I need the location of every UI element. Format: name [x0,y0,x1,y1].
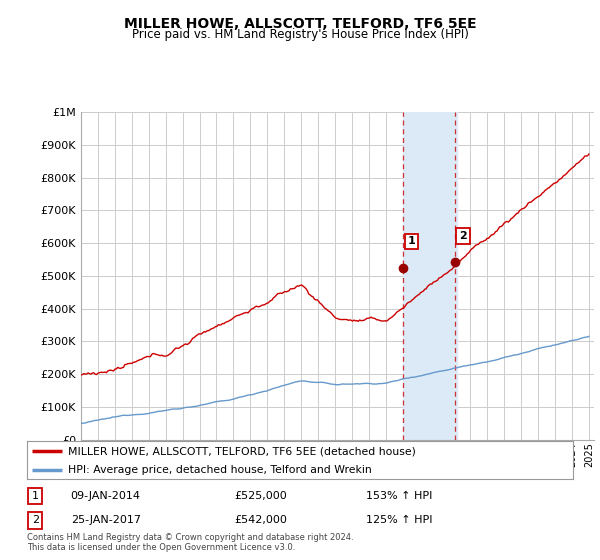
Text: MILLER HOWE, ALLSCOTT, TELFORD, TF6 5EE (detached house): MILLER HOWE, ALLSCOTT, TELFORD, TF6 5EE … [68,446,416,456]
Text: 1: 1 [32,491,38,501]
Text: 09-JAN-2014: 09-JAN-2014 [71,491,140,501]
Text: Price paid vs. HM Land Registry's House Price Index (HPI): Price paid vs. HM Land Registry's House … [131,28,469,41]
Text: 153% ↑ HPI: 153% ↑ HPI [365,491,432,501]
Text: 125% ↑ HPI: 125% ↑ HPI [365,516,432,525]
Text: HPI: Average price, detached house, Telford and Wrekin: HPI: Average price, detached house, Telf… [68,465,372,475]
Text: 2: 2 [459,231,467,241]
Text: £542,000: £542,000 [235,516,287,525]
Text: MILLER HOWE, ALLSCOTT, TELFORD, TF6 5EE: MILLER HOWE, ALLSCOTT, TELFORD, TF6 5EE [124,17,476,31]
Text: £525,000: £525,000 [235,491,287,501]
Bar [403,112,457,440]
Text: 25-JAN-2017: 25-JAN-2017 [71,516,140,525]
Text: 2: 2 [32,516,39,525]
Text: 1: 1 [408,236,416,246]
Text: Contains HM Land Registry data © Crown copyright and database right 2024.
This d: Contains HM Land Registry data © Crown c… [27,533,353,552]
